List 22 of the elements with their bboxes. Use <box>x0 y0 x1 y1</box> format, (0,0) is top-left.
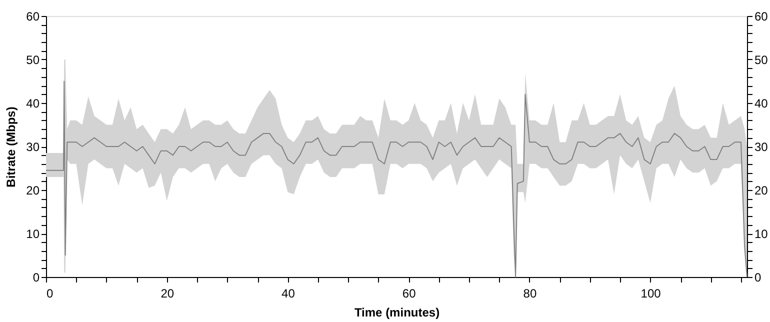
y-tick-label: 40 <box>26 96 40 110</box>
y-tick-label: 0 <box>32 270 40 284</box>
x-tick-label: 60 <box>402 286 416 300</box>
y-tick-label: 50 <box>26 53 40 67</box>
x-tick-label: 40 <box>282 286 296 300</box>
y-tick-label: 60 <box>26 10 40 24</box>
y-tick-label: 30 <box>26 140 40 154</box>
x-tick-label: 100 <box>640 286 662 300</box>
x-axis-title: Time (minutes) <box>354 306 440 320</box>
y2-tick-label: 10 <box>754 227 768 241</box>
y2-tick-label: 40 <box>754 96 768 110</box>
y-tick-label: 10 <box>26 227 40 241</box>
y2-tick-label: 30 <box>754 140 768 154</box>
y2-tick-label: 60 <box>754 10 768 24</box>
x-tick-label: 80 <box>523 286 537 300</box>
x-tick-label: 0 <box>46 286 54 300</box>
y-tick-label: 20 <box>26 184 40 198</box>
y2-tick-label: 50 <box>754 53 768 67</box>
y2-tick-label: 0 <box>754 270 762 284</box>
y2-tick-label: 20 <box>754 184 768 198</box>
x-tick-label: 20 <box>160 286 174 300</box>
y-axis-title: Bitrate (Mbps) <box>4 106 18 188</box>
